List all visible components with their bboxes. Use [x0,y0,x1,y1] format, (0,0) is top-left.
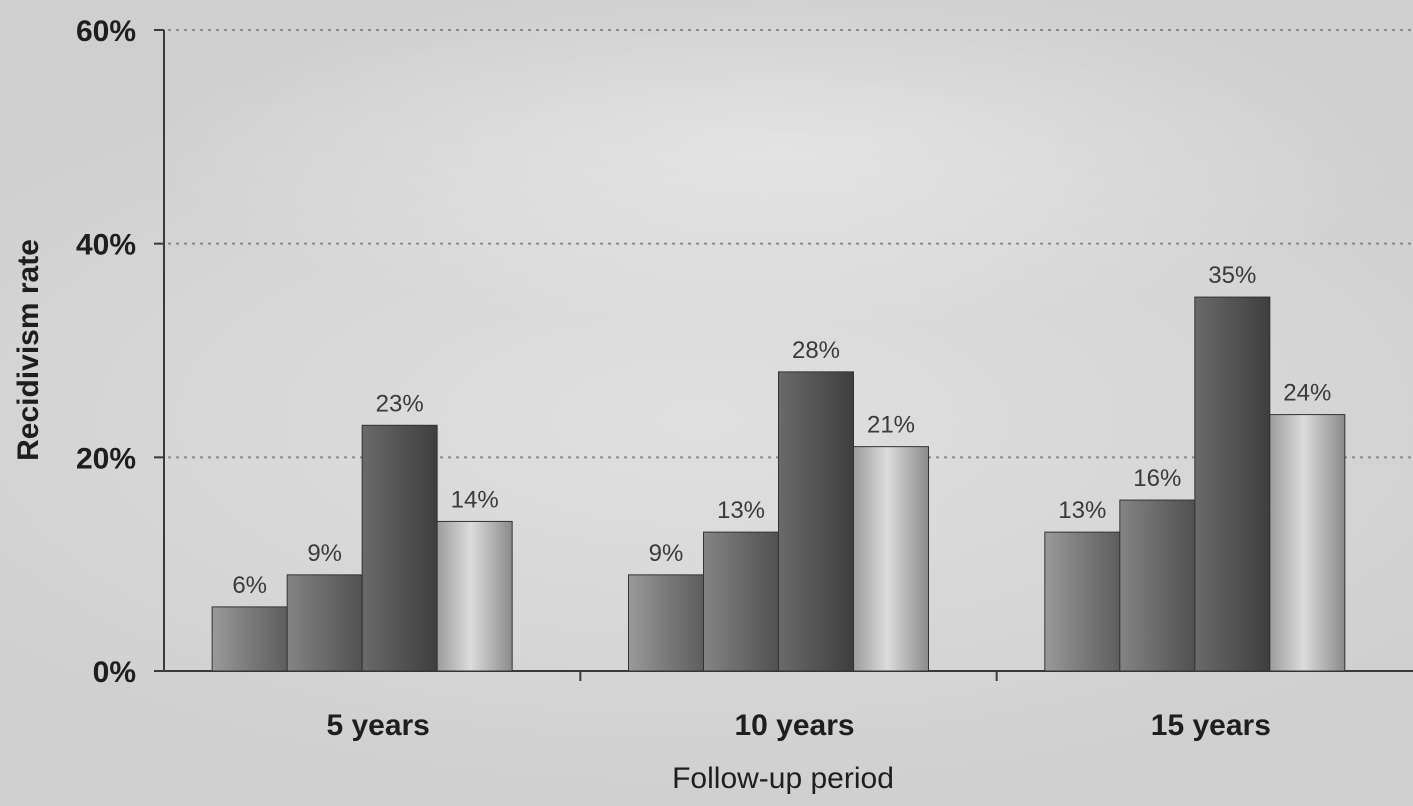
bar-value-label: 9% [649,540,684,567]
bar [703,531,779,672]
y-tick-label: 40% [76,229,136,262]
bar-value-label: 13% [717,497,765,524]
bar [628,574,704,672]
x-tick-label: 10 years [734,709,854,742]
bar-value-label: 6% [232,572,267,599]
x-axis-label: Follow-up period [672,762,894,795]
bar [1194,296,1271,672]
y-tick-label: 20% [76,442,136,475]
data-labels: 6% 9% 23% 14% 9% 13% 28% 21% 13% 16% 35% 24% [232,262,1331,599]
bar-value-label: 28% [792,337,840,364]
bar-value-label: 14% [451,486,499,513]
bar-value-label: 35% [1208,262,1256,289]
x-tick-label: 5 years [326,709,429,742]
bar-value-label: 24% [1283,380,1331,407]
y-tick-label: 0% [93,656,136,689]
bar [1044,531,1121,672]
bar [1269,414,1346,672]
bar [853,446,929,672]
bar-value-label: 13% [1058,497,1106,524]
bars [211,296,1346,672]
y-tick-label: 60% [76,15,136,48]
bar [286,574,363,672]
bar [361,424,438,672]
bar [778,371,854,672]
y-axis-label: Recidivism rate [12,239,45,461]
tick-labels: 0% 20% 40% 60% 5 years 10 years 15 years [76,15,1271,742]
bar [436,520,513,672]
bar-value-label: 21% [867,412,915,439]
bar-value-label: 9% [307,540,342,567]
bar-value-label: 23% [376,390,424,417]
x-tick-label: 15 years [1151,709,1271,742]
bar [1119,499,1196,672]
bar [211,606,288,672]
bar-value-label: 16% [1133,465,1181,492]
